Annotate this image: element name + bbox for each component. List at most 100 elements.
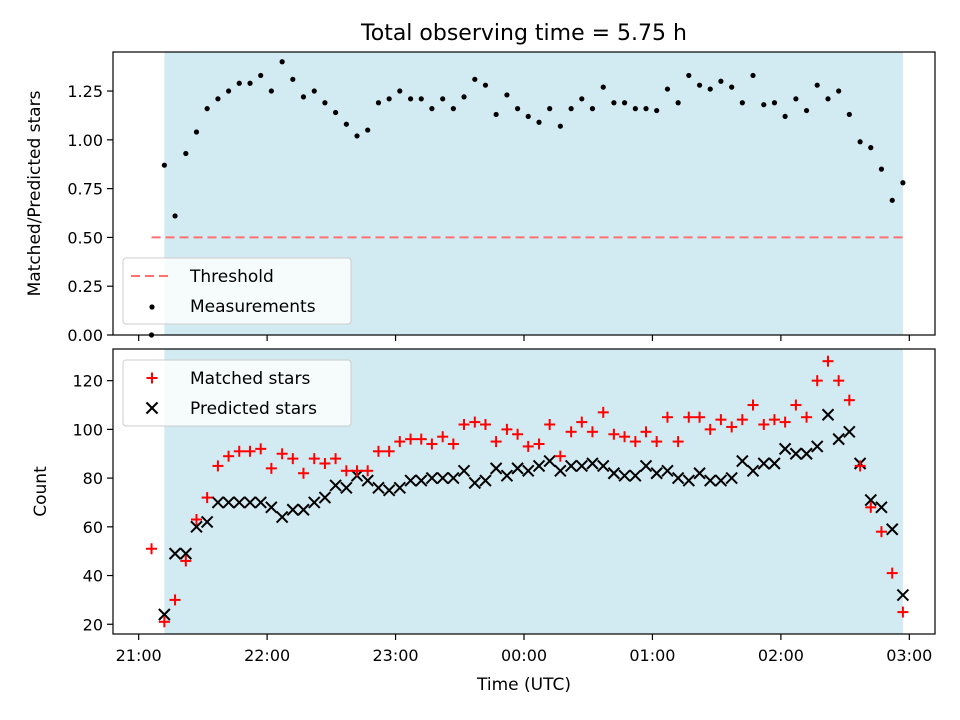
x-tick-label: 22:00	[244, 646, 290, 665]
x-mark-b	[864, 493, 877, 507]
predicted-point	[500, 469, 514, 482]
measurement-point	[322, 100, 328, 106]
x-mark-b	[736, 454, 749, 468]
matched-point	[843, 394, 855, 406]
matched-point	[586, 426, 598, 438]
predicted-point	[554, 464, 567, 478]
measurement-point	[332, 109, 339, 116]
measurement-point	[300, 94, 307, 100]
y-tick-label: 0.00	[67, 326, 103, 345]
predicted-point	[372, 481, 385, 495]
x-mark-b	[661, 464, 674, 478]
matched-point	[554, 450, 566, 462]
matched-point	[726, 421, 738, 433]
y-tick-label: 100	[72, 420, 103, 439]
x-mark-b	[693, 467, 706, 480]
measurement-point	[793, 96, 799, 102]
x-mark-b	[361, 474, 374, 487]
measurement-point	[686, 72, 692, 79]
x-mark-b	[243, 496, 257, 509]
x-mark-b	[158, 608, 171, 621]
matched-point	[426, 438, 438, 450]
measurement-point	[739, 100, 745, 106]
matched-point	[619, 431, 631, 443]
top-axes-frame	[112, 51, 936, 336]
measurement-point	[236, 80, 242, 86]
predicted-point	[639, 459, 653, 473]
matched-point	[833, 375, 845, 387]
x-mark-b	[586, 457, 599, 470]
matched-point	[522, 440, 534, 452]
matched-point	[223, 450, 235, 462]
matched-point	[190, 514, 202, 526]
matched-point	[715, 414, 727, 426]
predicted-point	[489, 462, 503, 475]
measurement-point	[579, 96, 585, 102]
x-mark-b	[340, 481, 353, 495]
measurement-point	[290, 76, 296, 82]
x-mark-b	[554, 464, 567, 478]
x-mark-b	[821, 408, 835, 421]
top-y-ticks: 0.00 0.25 0.50 0.75 1.00 1.25	[67, 82, 113, 345]
measurement-point	[365, 127, 371, 133]
predicted-point	[233, 496, 246, 509]
y-tick-label: 40	[83, 567, 103, 586]
measurement-point	[183, 150, 189, 157]
measurement-point	[343, 121, 349, 127]
predicted-point	[415, 474, 428, 487]
top-legend: Threshold Measurements	[122, 257, 352, 325]
predicted-point	[586, 457, 599, 470]
x-mark-b	[457, 464, 471, 478]
measurement-point	[525, 113, 531, 120]
y-tick-label: 0.25	[67, 277, 103, 296]
predicted-point	[618, 469, 631, 482]
matched-point	[875, 526, 887, 538]
predicted-point	[682, 474, 695, 487]
legend-plus-mark	[146, 372, 158, 384]
predicted-point	[297, 503, 310, 516]
x-mark-b	[404, 474, 417, 487]
matched-point	[640, 426, 652, 438]
legend-predicted-symbol	[145, 401, 159, 415]
x-mark-b	[145, 401, 159, 415]
chart-title: Total observing time = 5.75 h	[360, 21, 687, 46]
predicted-point	[693, 467, 706, 480]
legend-threshold-label: Threshold	[189, 267, 274, 287]
predicted-point	[457, 464, 471, 478]
matched-point	[811, 375, 823, 387]
predicted-point	[340, 481, 353, 495]
x-mark-b	[832, 432, 845, 446]
matched-point	[608, 428, 620, 440]
measurement-point	[868, 145, 874, 151]
predicted-point	[275, 510, 289, 524]
legend-matched-symbol	[146, 372, 158, 384]
x-mark-b	[489, 462, 503, 475]
matched-point	[479, 419, 491, 431]
y-tick-label: 0.75	[67, 180, 103, 199]
measurement-point	[654, 107, 660, 114]
predicted-point	[629, 469, 642, 482]
measurement-point	[375, 100, 382, 106]
predicted-point	[168, 547, 182, 560]
predicted-point	[896, 588, 910, 602]
measurement-point	[450, 106, 456, 112]
matched-point	[319, 457, 331, 469]
measurement-point	[172, 213, 178, 219]
predicted-point	[329, 479, 342, 492]
matched-point	[533, 438, 545, 450]
matched-point	[854, 460, 866, 472]
x-tick-label: 00:00	[501, 646, 547, 665]
x-mark-b	[768, 457, 781, 470]
matched-point	[747, 399, 759, 411]
measurement-point	[729, 84, 735, 90]
measurement-point	[664, 86, 671, 92]
predicted-point	[211, 496, 225, 509]
matched-point	[629, 436, 641, 448]
matched-point	[340, 465, 352, 477]
measurement-point	[750, 72, 756, 79]
matched-point	[447, 438, 459, 450]
top-y-axis-label: Matched/Predicted stars	[25, 90, 45, 296]
matched-point	[736, 414, 748, 426]
legend-x-mark	[145, 401, 159, 415]
x-mark-b	[254, 496, 267, 509]
